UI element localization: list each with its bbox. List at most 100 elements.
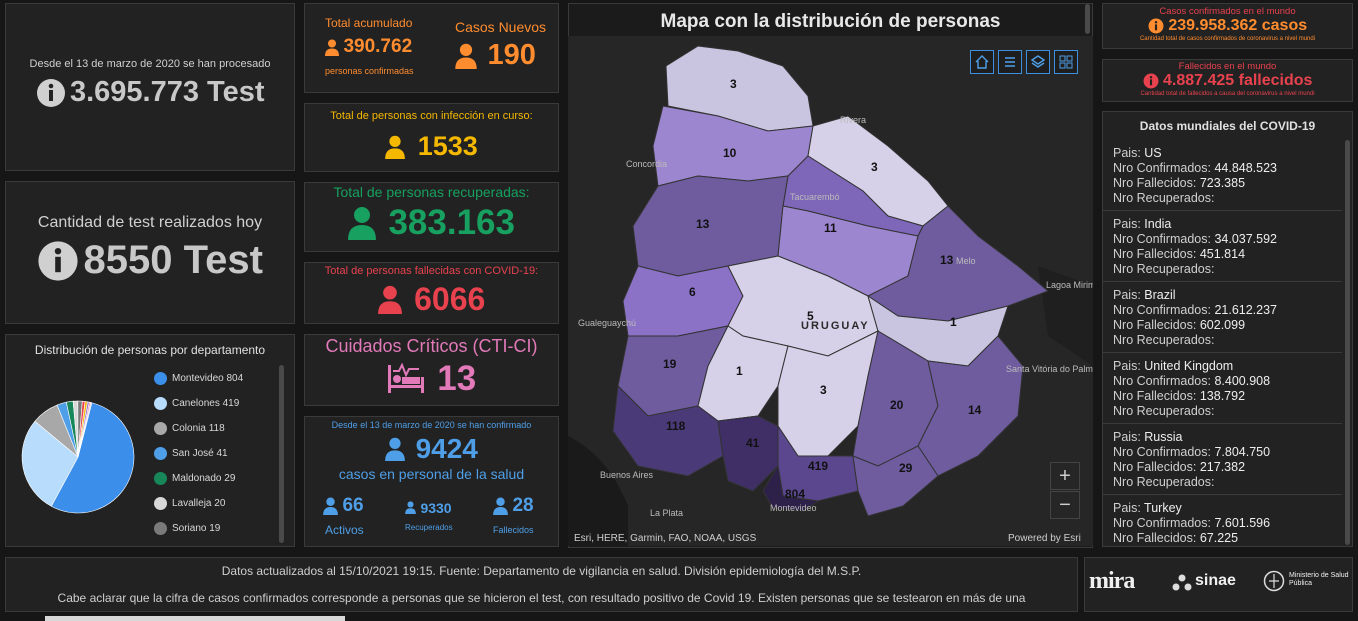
world-country-list[interactable]: Pais: US Nro Confirmados: 44.848.523 Nro F… bbox=[1103, 140, 1342, 546]
department-rio-negro[interactable] bbox=[622, 265, 744, 337]
today-tests-card: Cantidad de test realizados hoy 8550 Tes… bbox=[5, 181, 295, 324]
world-deaths-card: Fallecidos en el mundo 4.887.425 falleci… bbox=[1102, 59, 1353, 102]
country-name-value: India bbox=[1144, 217, 1172, 231]
country-name-value: Turkey bbox=[1144, 501, 1182, 515]
map-title: Mapa con la distribución de personas bbox=[660, 11, 1001, 32]
country-item[interactable]: Pais: India Nro Confirmados: 34.037.592 Nr… bbox=[1103, 211, 1342, 282]
legend-label: San José bbox=[172, 448, 214, 459]
legend-item[interactable]: Colonia 118 bbox=[154, 421, 225, 437]
country-recovered-label: Nro Recuperados: bbox=[1113, 404, 1215, 418]
department-san-jose[interactable] bbox=[717, 415, 779, 492]
distribution-pie-chart[interactable] bbox=[18, 397, 138, 517]
world-confirmed-card: Casos confirmados en el mundo 239.958.36… bbox=[1102, 3, 1353, 49]
zoom-in-button[interactable]: + bbox=[1050, 462, 1080, 490]
total-new-card: Total acumulado 390.762 personas confirm… bbox=[304, 3, 559, 93]
country-recovered-label: Nro Recuperados: bbox=[1113, 262, 1215, 276]
footer: Datos actualizados al 15/10/2021 19:15. … bbox=[5, 557, 1078, 612]
country-deaths: Nro Fallecidos: 602.099 bbox=[1113, 318, 1334, 333]
recovered-label: Total de personas recuperadas: bbox=[333, 184, 530, 200]
country-name: Pais: United Kingdom bbox=[1113, 359, 1334, 374]
distribution-scrollbar[interactable] bbox=[279, 365, 284, 543]
dept-count: 1 bbox=[950, 315, 957, 329]
footer-note-text: Cabe aclarar que la cifra de casos confi… bbox=[57, 591, 1026, 605]
world-list-title: Datos mundiales del COVID-19 bbox=[1139, 119, 1316, 133]
dept-count: 20 bbox=[890, 398, 904, 412]
active-infections-card: Total de personas con infección en curso… bbox=[304, 103, 559, 172]
country-recovered-label: Nro Recuperados: bbox=[1113, 333, 1215, 347]
health-recovered-label: Recuperados bbox=[405, 523, 453, 532]
legend-item[interactable]: Canelones 419 bbox=[154, 396, 239, 412]
department-montevideo[interactable] bbox=[762, 464, 820, 512]
grid-icon bbox=[1059, 55, 1073, 69]
home-button[interactable] bbox=[970, 50, 994, 74]
place-label: Buenos Aires bbox=[600, 470, 654, 480]
layers-icon bbox=[1030, 55, 1046, 68]
country-deaths-label: Nro Fallecidos: bbox=[1113, 176, 1200, 190]
country-item[interactable]: Pais: Brazil Nro Confirmados: 21.612.237 N… bbox=[1103, 282, 1342, 353]
legend-item[interactable]: Maldonado 29 bbox=[154, 471, 235, 487]
country-name: Pais: Russia bbox=[1113, 430, 1334, 445]
hospital-bed-icon bbox=[387, 363, 424, 393]
person-icon bbox=[493, 497, 508, 515]
department-florida[interactable] bbox=[777, 330, 879, 457]
legend-swatch bbox=[154, 421, 167, 435]
dept-count: 41 bbox=[746, 436, 760, 450]
department-rocha[interactable] bbox=[917, 335, 1024, 477]
country-item[interactable]: Pais: US Nro Confirmados: 44.848.523 Nro F… bbox=[1103, 140, 1342, 211]
person-icon bbox=[405, 501, 416, 515]
critical-care-label: Cuidados Críticos (CTI-CI) bbox=[325, 336, 538, 356]
country-deaths-label: Nro Fallecidos: bbox=[1113, 460, 1200, 474]
pie-slice[interactable] bbox=[21, 420, 79, 507]
country-deaths: Nro Fallecidos: 138.792 bbox=[1113, 389, 1334, 404]
department-cerro-largo[interactable] bbox=[867, 205, 1049, 322]
processed-tests-card: Desde el 13 de marzo de 2020 se han proc… bbox=[5, 3, 295, 171]
today-tests-caption: Cantidad de test realizados hoy bbox=[37, 214, 263, 231]
country-deaths-label: Nro Fallecidos: bbox=[1113, 389, 1200, 403]
world-deaths-title: Fallecidos en el mundo bbox=[1178, 61, 1277, 72]
country-confirmed-label: Nro Confirmados: bbox=[1113, 516, 1215, 530]
basemap-button[interactable] bbox=[1054, 50, 1078, 74]
map-scrollbar[interactable] bbox=[1085, 4, 1090, 34]
place-label: Rivera bbox=[840, 115, 866, 125]
country-name: Pais: US bbox=[1113, 146, 1334, 161]
critical-care-card: Cuidados Críticos (CTI-CI) 13 bbox=[304, 334, 559, 406]
msp-logo: Ministerio de Salud Pública bbox=[1289, 572, 1349, 587]
uruguay-map[interactable]: 3 10 3 11 13 13 6 5 1 19 1 3 20 14 118 4… bbox=[568, 36, 1093, 546]
legend-item[interactable]: Montevideo 804 bbox=[154, 371, 243, 387]
layers-button[interactable] bbox=[1026, 50, 1050, 74]
deceased-card: Total de personas fallecidas con COVID-1… bbox=[304, 262, 559, 324]
country-name-label: Pais: bbox=[1113, 430, 1145, 444]
world-deaths-value: 4.887.425 fallecidos bbox=[1163, 72, 1313, 89]
legend-item[interactable]: San José 41 bbox=[154, 446, 228, 462]
legend-label: Soriano bbox=[172, 523, 207, 534]
person-icon bbox=[348, 207, 376, 240]
country-confirmed-label: Nro Confirmados: bbox=[1113, 303, 1215, 317]
world-list-card: Datos mundiales del COVID-19 Pais: US Nro… bbox=[1102, 111, 1353, 547]
total-accumulated-sub: personas confirmadas bbox=[325, 66, 414, 76]
legend-label: Lavalleja bbox=[172, 498, 212, 509]
dept-count: 3 bbox=[820, 383, 827, 397]
map-powered-by[interactable]: Powered by Esri bbox=[1008, 533, 1081, 544]
legend-item[interactable]: Soriano 19 bbox=[154, 521, 220, 537]
department-maldonado[interactable] bbox=[852, 445, 939, 517]
legend-item[interactable]: Lavalleja 20 bbox=[154, 496, 225, 512]
pie-slice[interactable] bbox=[77, 402, 93, 458]
place-label: La Plata bbox=[650, 508, 683, 518]
zoom-out-button[interactable]: − bbox=[1050, 491, 1080, 519]
legend-value: 29 bbox=[224, 473, 236, 484]
country-item[interactable]: Pais: Turkey Nro Confirmados: 7.601.596 Nr… bbox=[1103, 495, 1342, 546]
country-recovered: Nro Recuperados: bbox=[1113, 262, 1334, 277]
country-item[interactable]: Pais: Russia Nro Confirmados: 7.804.750 Nr… bbox=[1103, 424, 1342, 495]
distribution-title: Distribución de personas por departament… bbox=[34, 343, 266, 357]
health-recovered-value: 9330 bbox=[420, 499, 452, 516]
person-icon bbox=[377, 285, 402, 314]
country-confirmed-value: 7.804.750 bbox=[1214, 445, 1271, 459]
legend-button[interactable] bbox=[998, 50, 1022, 74]
country-item[interactable]: Pais: United Kingdom Nro Confirmados: 8.4… bbox=[1103, 353, 1342, 424]
place-label: Concordia bbox=[626, 159, 667, 169]
pie-slice[interactable] bbox=[50, 402, 135, 514]
country-name-value: Brazil bbox=[1144, 288, 1176, 302]
world-list-scrollbar[interactable] bbox=[1345, 140, 1350, 545]
country-deaths-value: 217.382 bbox=[1199, 460, 1246, 474]
today-tests-value: 8550 Test bbox=[83, 238, 263, 282]
